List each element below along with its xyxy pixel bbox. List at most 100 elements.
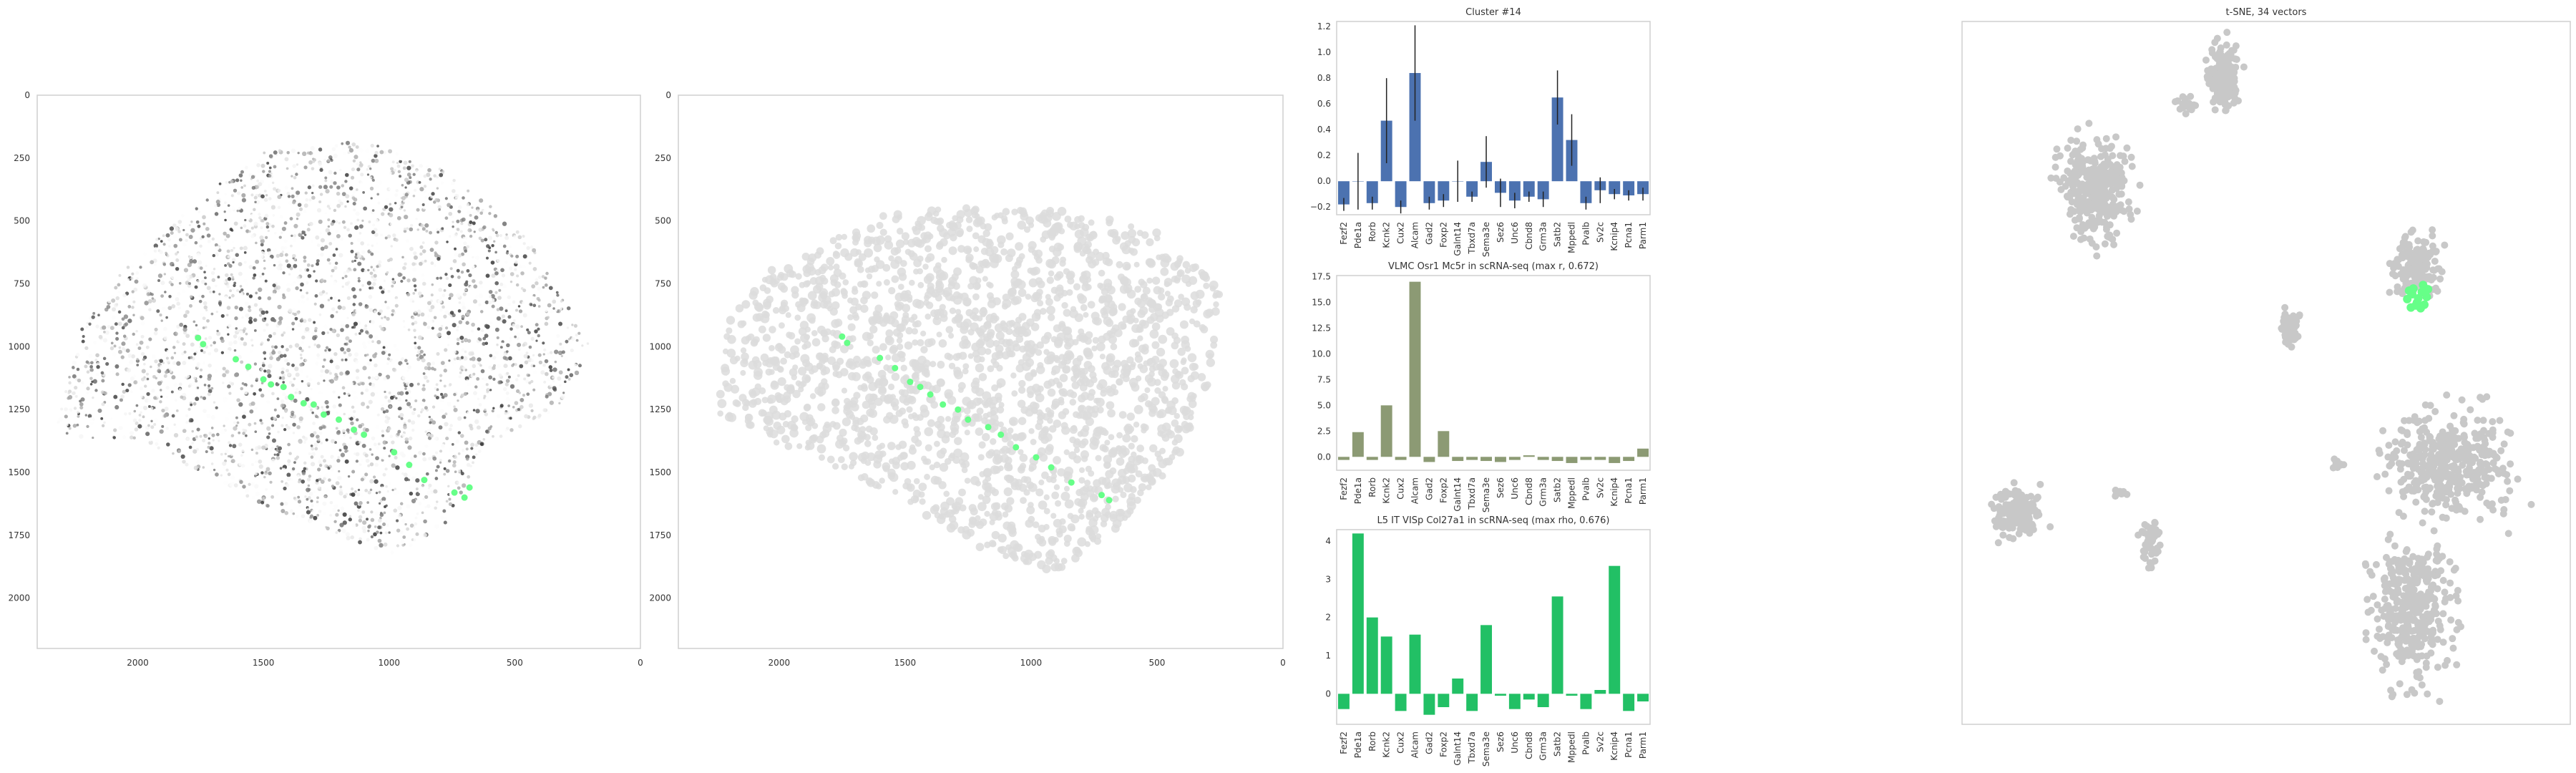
tissue-point (205, 198, 209, 202)
tissue-point (500, 342, 504, 346)
tissue-point (366, 538, 370, 542)
segmented-cell (1158, 334, 1168, 344)
tissue-point (260, 243, 264, 247)
tissue-point (325, 292, 328, 295)
tissue-point (532, 354, 535, 356)
segmented-cell (1146, 316, 1155, 324)
tissue-point (467, 339, 472, 343)
segmented-cell (1144, 387, 1151, 394)
segmented-cell (1078, 477, 1085, 484)
tissue-point (376, 265, 379, 268)
tissue-point (265, 222, 270, 226)
tissue-point (130, 276, 134, 281)
tissue-point (200, 396, 203, 399)
segmented-cell (1053, 324, 1062, 333)
tissue-point (465, 237, 468, 240)
tissue-point (411, 420, 416, 425)
tissue-point (192, 402, 197, 406)
segmented-cell (1139, 306, 1148, 316)
tissue-point (188, 445, 192, 449)
tissue-point (148, 308, 152, 311)
segmented-cell (1133, 404, 1143, 414)
tissue-point (271, 181, 275, 185)
tissue-point (314, 294, 318, 298)
tissue-point (123, 314, 129, 319)
tissue-point (496, 316, 501, 321)
tissue-point (560, 394, 565, 399)
tissue-point (436, 228, 439, 231)
tissue-point (318, 464, 323, 467)
tissue-point (296, 388, 298, 392)
tissue-point (144, 301, 149, 306)
segmented-cell (976, 407, 984, 415)
tissue-point (409, 382, 414, 387)
tissue-point (413, 252, 416, 256)
tissue-point (368, 157, 371, 161)
segmented-cell (895, 444, 902, 450)
tissue-point (404, 387, 407, 390)
tissue-point (281, 367, 285, 371)
tissue-point (406, 227, 409, 230)
tissue-point (416, 414, 421, 418)
segmented-cell (1181, 357, 1187, 364)
tissue-point (208, 363, 212, 368)
tissue-point (284, 185, 288, 190)
tissue-point (279, 253, 284, 258)
tissue-point (542, 363, 546, 367)
tissue-point (364, 453, 369, 458)
tissue-point (395, 465, 400, 470)
tissue-point (301, 335, 306, 340)
tissue-point (152, 354, 156, 359)
tissue-point (173, 423, 176, 427)
tissue-point (333, 266, 338, 271)
tissue-point (283, 354, 287, 358)
tissue-point (335, 427, 338, 430)
tissue-point (374, 250, 379, 254)
segmented-cell (974, 283, 981, 289)
tissue-point (267, 296, 272, 301)
tissue-point (248, 422, 252, 427)
tissue-point (433, 316, 437, 319)
tissue-point (203, 222, 206, 225)
tissue-point (278, 235, 282, 239)
segmented-cell (1050, 369, 1057, 376)
tissue-point (306, 228, 311, 232)
tissue-point (292, 211, 295, 215)
tissue-point (395, 152, 399, 156)
segmented-cell (986, 281, 992, 288)
segmented-cell (911, 359, 919, 367)
tissue-point (324, 176, 328, 180)
tissue-point (368, 524, 371, 528)
tissue-point (479, 281, 483, 285)
tissue-point (196, 460, 200, 465)
tissue-point (240, 179, 243, 182)
tissue-point (547, 377, 551, 381)
segmented-cell (1133, 261, 1140, 268)
tissue-point (542, 286, 545, 289)
segmented-cell (962, 368, 969, 374)
segmented-cell (1063, 268, 1070, 275)
tissue-point (515, 283, 519, 287)
tissue-point (289, 509, 294, 513)
tissue-point (196, 364, 200, 368)
tissue-point (245, 494, 250, 498)
tissue-point (399, 502, 404, 506)
tissue-point (235, 253, 239, 257)
tissue-point (158, 370, 162, 374)
segmented-cell (907, 413, 914, 419)
tissue-point (151, 297, 155, 300)
segmented-cell (901, 418, 909, 426)
segmented-cell (1053, 273, 1062, 281)
segmented-cell (1134, 286, 1142, 293)
tissue-point (397, 272, 402, 277)
highlighted-cell (280, 384, 287, 391)
tissue-point (345, 140, 351, 145)
segmented-cell (1151, 341, 1160, 349)
tissue-point (514, 268, 517, 271)
tissue-point (336, 311, 338, 313)
tissue-point (207, 376, 212, 381)
tissue-point (122, 293, 127, 298)
tissue-point (306, 151, 311, 155)
tissue-point (406, 504, 411, 509)
segmented-cell (992, 465, 1001, 474)
